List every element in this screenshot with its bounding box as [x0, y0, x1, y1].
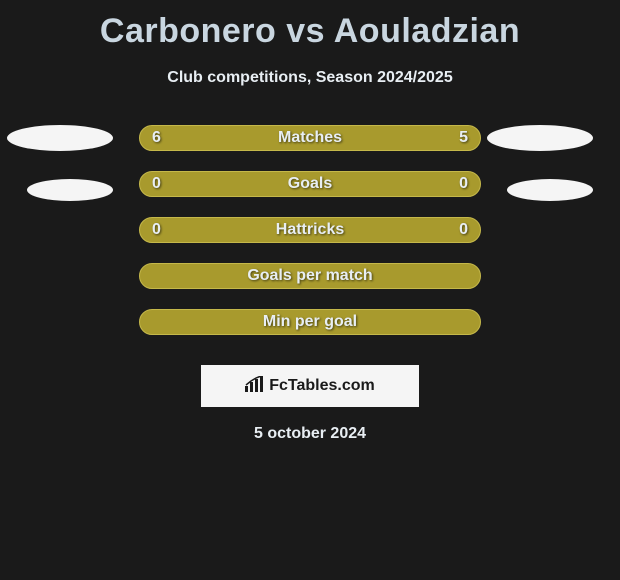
source-logo-text: FcTables.com — [269, 377, 375, 395]
stat-bar-min-per-goal: Min per goal — [139, 309, 481, 335]
stat-bar-matches: 6 Matches 5 — [139, 125, 481, 151]
stat-label: Goals — [288, 175, 332, 193]
stat-row: Goals per match — [0, 263, 620, 309]
stat-value-right: 0 — [459, 175, 468, 193]
stat-value-left: 0 — [152, 221, 161, 239]
snapshot-date: 5 october 2024 — [0, 425, 620, 443]
page-title: Carbonero vs Aouladzian — [0, 0, 620, 51]
stat-value-right: 0 — [459, 221, 468, 239]
stat-row: 6 Matches 5 — [0, 125, 620, 171]
stat-row: 0 Hattricks 0 — [0, 217, 620, 263]
stat-label: Matches — [278, 129, 342, 147]
chart-icon — [245, 376, 265, 397]
stat-row: Min per goal — [0, 309, 620, 355]
stat-value-left: 6 — [152, 129, 161, 147]
comparison-rows: 6 Matches 5 0 Goals 0 0 Hattricks 0 Goal… — [0, 125, 620, 355]
stat-label: Goals per match — [247, 267, 372, 285]
stat-bar-goals: 0 Goals 0 — [139, 171, 481, 197]
stat-bar-goals-per-match: Goals per match — [139, 263, 481, 289]
page-subtitle: Club competitions, Season 2024/2025 — [0, 69, 620, 87]
stat-row: 0 Goals 0 — [0, 171, 620, 217]
stat-value-right: 5 — [459, 129, 468, 147]
stat-value-left: 0 — [152, 175, 161, 193]
stat-bar-hattricks: 0 Hattricks 0 — [139, 217, 481, 243]
stat-label: Min per goal — [263, 313, 357, 331]
stat-label: Hattricks — [276, 221, 344, 239]
source-logo: FcTables.com — [201, 365, 419, 407]
